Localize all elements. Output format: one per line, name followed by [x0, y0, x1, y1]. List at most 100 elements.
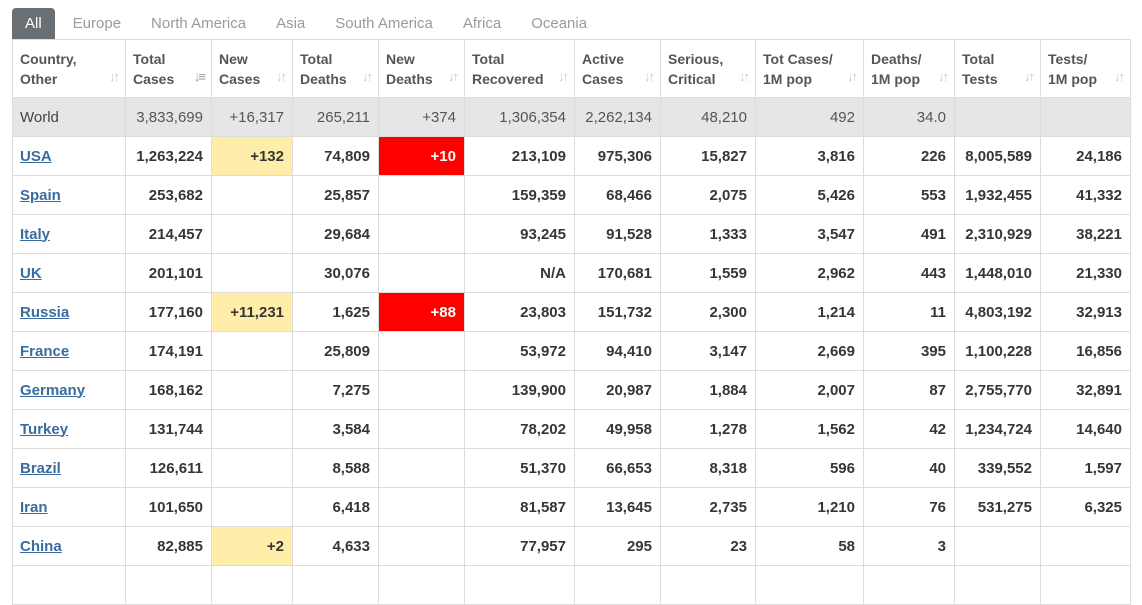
cell-active-cases: 295: [574, 526, 661, 566]
column-header-label: Cases: [219, 70, 261, 87]
column-header-active-cases[interactable]: Active Cases ↓↑: [574, 39, 661, 98]
tab-south-america[interactable]: South America: [335, 15, 433, 32]
table-header-row: Country, Other ↓↑ Total Cases ↓≡ New Cases ↓↑ Tot…: [12, 39, 1131, 98]
column-header-total-deaths[interactable]: Total Deaths ↓↑: [292, 39, 379, 98]
cell-country-other: Turkey: [12, 409, 126, 449]
column-header-total-cases[interactable]: Total Cases ↓≡: [125, 39, 212, 98]
country-link[interactable]: China: [20, 537, 62, 555]
sort-arrows-icon[interactable]: ↓↑: [448, 69, 459, 84]
cell-total-deaths: 25,809: [292, 331, 379, 371]
table-row: China 82,885 +2 4,633 77,957 295 23 58 3: [12, 526, 1131, 566]
cell-tot-cases-per-1m: 3,547: [755, 214, 864, 254]
cell-total-deaths: 4,633: [292, 526, 379, 566]
country-link[interactable]: Brazil: [20, 459, 61, 477]
cell-active-cases: 66,653: [574, 448, 661, 488]
country-link[interactable]: France: [20, 342, 70, 360]
column-header-new-deaths[interactable]: New Deaths ↓↑: [378, 39, 465, 98]
cell-country-other: USA: [12, 136, 126, 176]
cell-active-cases: [574, 565, 661, 605]
country-link[interactable]: Germany: [20, 381, 86, 399]
cell-deaths-per-1m: 395: [863, 331, 955, 371]
cell-tests-per-1m: 14,640: [1040, 409, 1131, 449]
country-link[interactable]: Russia: [20, 303, 70, 321]
cell-total-recovered: 159,359: [464, 175, 575, 215]
cell-new-cases: [211, 409, 293, 449]
sort-arrows-icon[interactable]: ↓↑: [558, 69, 569, 84]
sort-arrows-icon[interactable]: ↓↑: [276, 69, 287, 84]
column-header-total-tests[interactable]: Total Tests ↓↑: [954, 39, 1041, 98]
table-row: Russia 177,160 +11,231 1,625 +88 23,803 151,73…: [12, 292, 1131, 332]
column-header-country-other[interactable]: Country, Other ↓↑: [12, 39, 126, 98]
table-row: Iran 101,650 6,418 81,587 13,645 2,735 1,210 76…: [12, 487, 1131, 527]
column-header-new-cases[interactable]: New Cases ↓↑: [211, 39, 293, 98]
country-link[interactable]: USA: [20, 147, 52, 165]
cell-total-deaths: 8,588: [292, 448, 379, 488]
tab-oceania[interactable]: Oceania: [531, 15, 588, 32]
tab-all[interactable]: All: [12, 8, 55, 39]
sort-arrows-icon[interactable]: ↓↑: [644, 69, 655, 84]
cell-total-tests: [954, 97, 1041, 137]
column-header-tot-cases-per-1m[interactable]: Tot Cases/1M pop ↓↑: [755, 39, 864, 98]
sort-arrows-icon[interactable]: ↓↑: [847, 69, 858, 84]
cell-country-other: China: [12, 526, 126, 566]
country-link[interactable]: UK: [20, 264, 42, 282]
cell-active-cases: 91,528: [574, 214, 661, 254]
tab-europe[interactable]: Europe: [72, 15, 122, 32]
column-header-deaths-per-1m[interactable]: Deaths/1M pop ↓↑: [863, 39, 955, 98]
cell-total-recovered: 81,587: [464, 487, 575, 527]
sort-arrows-icon[interactable]: ↓↑: [938, 69, 949, 84]
cell-total-cases: 177,160: [125, 292, 212, 332]
sort-arrows-icon[interactable]: ↓↑: [109, 69, 120, 84]
cases-table: Country, Other ↓↑ Total Cases ↓≡ New Cases ↓↑ Tot…: [12, 39, 1131, 605]
sort-arrows-icon[interactable]: ↓↑: [1114, 69, 1125, 84]
column-header-total-recovered[interactable]: Total Recovered ↓↑: [464, 39, 575, 98]
cell-total-cases: 201,101: [125, 253, 212, 293]
cell-country-other: Russia: [12, 292, 126, 332]
cell-deaths-per-1m: 42: [863, 409, 955, 449]
country-link[interactable]: Turkey: [20, 420, 69, 438]
cell-country-other: Iran: [12, 487, 126, 527]
cell-tot-cases-per-1m: 2,007: [755, 370, 864, 410]
cell-active-cases: 151,732: [574, 292, 661, 332]
cell-new-deaths: [378, 526, 465, 566]
cell-deaths-per-1m: 226: [863, 136, 955, 176]
column-header-serious-critical[interactable]: Serious, Critical ↓↑: [660, 39, 756, 98]
table-row: USA 1,263,224 +132 74,809 +10 213,109 975,306 1…: [12, 136, 1131, 176]
country-link[interactable]: Spain: [20, 186, 61, 204]
cell-serious-critical: 23: [660, 526, 756, 566]
column-header-label: New: [219, 50, 248, 67]
cell-serious-critical: 2,075: [660, 175, 756, 215]
cell-total-recovered: N/A: [464, 253, 575, 293]
column-header-tests-per-1m[interactable]: Tests/1M pop ↓↑: [1040, 39, 1131, 98]
cell-deaths-per-1m: 40: [863, 448, 955, 488]
tab-africa[interactable]: Africa: [462, 15, 502, 32]
cell-country-other: Spain: [12, 175, 126, 215]
cell-total-recovered: 93,245: [464, 214, 575, 254]
world-total-row: World 3,833,699 +16,317 265,211 +374 1,306,35…: [12, 97, 1131, 137]
country-link[interactable]: Iran: [20, 498, 48, 516]
sort-arrows-icon[interactable]: ↓↑: [362, 69, 373, 84]
cell-new-cases: +132: [211, 136, 293, 176]
column-header-label: Total: [962, 50, 995, 67]
tab-north-america[interactable]: North America: [151, 15, 247, 32]
cell-total-recovered: 53,972: [464, 331, 575, 371]
cell-total-deaths: 1,625: [292, 292, 379, 332]
cell-new-deaths: +374: [378, 97, 465, 137]
cell-active-cases: 13,645: [574, 487, 661, 527]
sort-arrows-icon[interactable]: ↓↑: [1024, 69, 1035, 84]
column-header-label: Cases: [582, 70, 624, 87]
country-link[interactable]: Italy: [20, 225, 51, 243]
column-header-label: Deaths/: [871, 50, 922, 67]
cell-total-tests: 1,932,455: [954, 175, 1041, 215]
column-header-label: Other: [20, 70, 58, 87]
sort-arrows-icon[interactable]: ↓↑: [739, 69, 750, 84]
sort-descending-icon[interactable]: ↓≡: [193, 69, 206, 84]
table-row: [12, 565, 1131, 605]
cell-total-deaths: 6,418: [292, 487, 379, 527]
column-header-label: New: [386, 50, 415, 67]
column-header-label: Serious,: [668, 50, 724, 67]
cell-serious-critical: 2,735: [660, 487, 756, 527]
cell-total-deaths: 30,076: [292, 253, 379, 293]
tab-asia[interactable]: Asia: [276, 15, 306, 32]
table-row: Italy 214,457 29,684 93,245 91,528 1,333 3,547…: [12, 214, 1131, 254]
